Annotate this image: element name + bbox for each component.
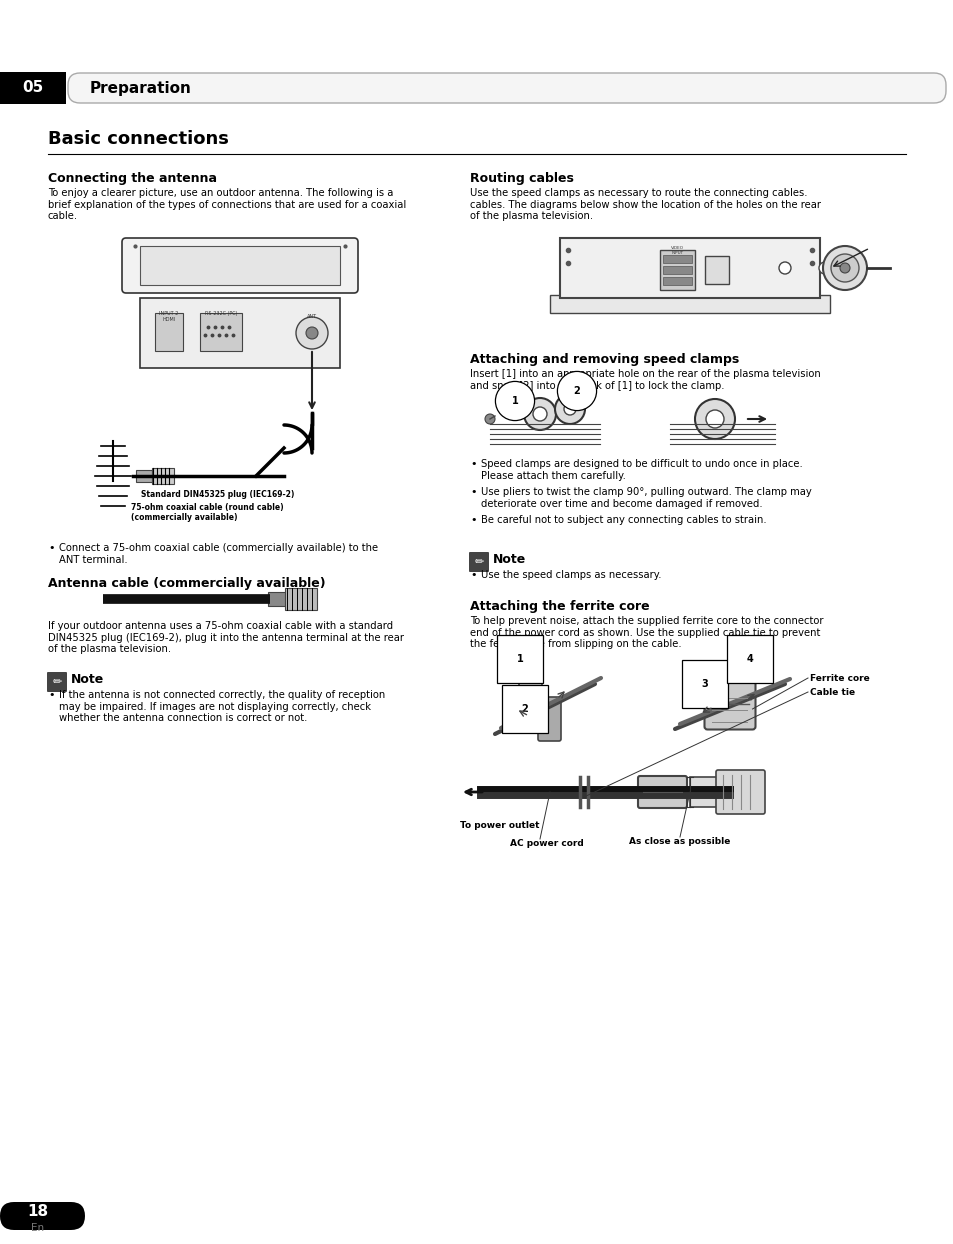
Circle shape [779, 262, 790, 274]
Bar [662, 277, 691, 285]
Bar [662, 255, 691, 262]
Bar [136, 470, 152, 481]
Circle shape [533, 407, 546, 420]
Circle shape [705, 411, 723, 428]
FancyBboxPatch shape [550, 295, 829, 313]
Text: Attaching and removing speed clamps: Attaching and removing speed clamps [470, 353, 739, 366]
FancyBboxPatch shape [140, 246, 339, 285]
Text: Ferrite core: Ferrite core [809, 674, 869, 683]
FancyBboxPatch shape [68, 73, 945, 103]
FancyBboxPatch shape [537, 697, 560, 741]
Text: Use the speed clamps as necessary to route the connecting cables.
cables. The di: Use the speed clamps as necessary to rou… [470, 188, 821, 221]
FancyBboxPatch shape [154, 313, 183, 351]
Circle shape [822, 246, 866, 290]
Circle shape [295, 317, 328, 350]
Text: Use the speed clamps as necessary.: Use the speed clamps as necessary. [480, 570, 660, 580]
Bar [268, 592, 286, 606]
FancyBboxPatch shape [659, 250, 695, 290]
Circle shape [306, 327, 317, 340]
Text: 18: 18 [28, 1204, 49, 1219]
FancyBboxPatch shape [703, 678, 755, 729]
Circle shape [523, 398, 556, 430]
Text: •: • [48, 542, 54, 554]
Text: •: • [48, 690, 54, 700]
Text: Antenna cable (commercially available): Antenna cable (commercially available) [48, 577, 325, 590]
Text: ANT: ANT [307, 313, 316, 318]
FancyBboxPatch shape [518, 677, 541, 731]
Text: Connecting the antenna: Connecting the antenna [48, 172, 216, 185]
Text: Insert [1] into an appropriate hole on the rear of the plasma television
and sna: Insert [1] into an appropriate hole on t… [470, 369, 820, 391]
Text: VIDEO
INPUT: VIDEO INPUT [670, 246, 683, 255]
Text: Attaching the ferrite core: Attaching the ferrite core [470, 600, 649, 613]
Bar [662, 266, 691, 274]
Text: Standard DIN45325 plug (IEC169-2): Standard DIN45325 plug (IEC169-2) [141, 490, 294, 499]
Text: As close as possible: As close as possible [629, 837, 730, 846]
Text: If your outdoor antenna uses a 75-ohm coaxial cable with a standard
DIN45325 plu: If your outdoor antenna uses a 75-ohm co… [48, 621, 403, 654]
Text: ✏: ✏ [474, 557, 483, 567]
Text: Use pliers to twist the clamp 90°, pulling outward. The clamp may
deteriorate ov: Use pliers to twist the clamp 90°, pulli… [480, 486, 811, 509]
FancyBboxPatch shape [122, 238, 357, 294]
Circle shape [695, 399, 734, 439]
Circle shape [818, 262, 830, 274]
Text: •: • [470, 570, 476, 580]
FancyBboxPatch shape [469, 552, 489, 572]
Bar [152, 468, 173, 484]
Text: AC power cord: AC power cord [510, 838, 583, 848]
Text: RS-232C (PC): RS-232C (PC) [205, 311, 237, 316]
Bar [285, 588, 316, 610]
Text: 1: 1 [511, 396, 517, 406]
Text: 2: 2 [573, 386, 579, 396]
FancyBboxPatch shape [638, 776, 686, 809]
Text: 4: 4 [746, 654, 753, 664]
Text: Connect a 75-ohm coaxial cable (commercially available) to the
ANT terminal.: Connect a 75-ohm coaxial cable (commerci… [59, 542, 377, 565]
Text: Preparation: Preparation [90, 81, 192, 96]
Text: •: • [470, 486, 476, 498]
Text: 2: 2 [521, 704, 528, 714]
Text: 1: 1 [517, 654, 523, 664]
Text: Basic connections: Basic connections [48, 131, 229, 148]
Text: Be careful not to subject any connecting cables to strain.: Be careful not to subject any connecting… [480, 515, 766, 525]
FancyBboxPatch shape [200, 313, 242, 351]
Text: Routing cables: Routing cables [470, 172, 574, 185]
Text: To power outlet: To power outlet [459, 821, 539, 830]
FancyBboxPatch shape [140, 299, 339, 368]
Text: En: En [31, 1223, 45, 1233]
Circle shape [555, 394, 584, 424]
Text: •: • [470, 459, 476, 469]
Circle shape [840, 262, 849, 272]
Circle shape [563, 403, 576, 415]
Circle shape [830, 254, 858, 282]
FancyBboxPatch shape [559, 238, 820, 299]
Text: ✏: ✏ [52, 677, 62, 687]
Text: Note: Note [493, 554, 526, 566]
FancyBboxPatch shape [689, 778, 718, 807]
FancyBboxPatch shape [47, 672, 67, 692]
Text: 75-ohm coaxial cable (round cable)
(commercially available): 75-ohm coaxial cable (round cable) (comm… [131, 503, 283, 522]
Text: Speed clamps are designed to be difficult to undo once in place.
Please attach t: Speed clamps are designed to be difficul… [480, 459, 801, 480]
Text: If the antenna is not connected correctly, the quality of reception
may be impai: If the antenna is not connected correctl… [59, 690, 385, 723]
Text: 3: 3 [700, 679, 708, 689]
Text: INPUT 2
HDMI: INPUT 2 HDMI [159, 311, 178, 322]
Text: To help prevent noise, attach the supplied ferrite core to the connector
end of : To help prevent noise, attach the suppli… [470, 616, 822, 649]
FancyBboxPatch shape [0, 72, 66, 104]
Text: Cable tie: Cable tie [809, 688, 854, 697]
FancyBboxPatch shape [0, 1202, 85, 1230]
Text: To enjoy a clearer picture, use an outdoor antenna. The following is a
brief exp: To enjoy a clearer picture, use an outdo… [48, 188, 406, 221]
Text: •: • [470, 515, 476, 525]
FancyBboxPatch shape [716, 770, 764, 814]
Text: Note: Note [71, 673, 104, 685]
Text: 05: 05 [22, 81, 44, 96]
FancyBboxPatch shape [704, 256, 728, 284]
Circle shape [484, 414, 495, 424]
